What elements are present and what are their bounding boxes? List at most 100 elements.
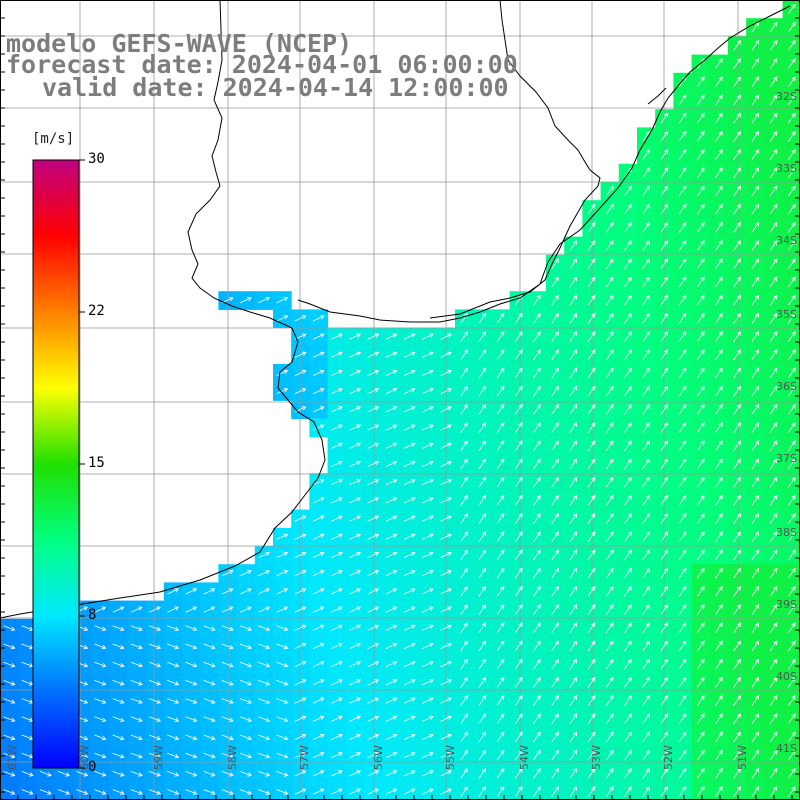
wind-arrow: [533, 749, 541, 761]
wind-arrow: [733, 749, 741, 761]
wind-arrow: [349, 570, 362, 577]
wind-arrow: [367, 642, 380, 649]
wind-arrow: [514, 585, 523, 597]
wind-arrow: [678, 185, 687, 197]
wind-arrow: [403, 406, 416, 413]
wind-arrow: [551, 276, 559, 288]
wind-arrow: [733, 294, 741, 306]
wind-arrow: [715, 240, 723, 251]
lon-label: 52W: [662, 745, 675, 770]
wind-arrow: [769, 130, 778, 142]
wind-arrow: [496, 786, 505, 797]
wind-arrow: [787, 167, 796, 179]
lon-label: 54W: [518, 745, 531, 770]
wind-arrow: [587, 676, 596, 688]
wind-arrow: [587, 276, 596, 288]
wind-arrow: [422, 733, 434, 740]
wind-arrow: [551, 549, 559, 561]
wind-arrow: [460, 695, 468, 706]
wind-arrow: [185, 661, 198, 668]
wind-arrow: [715, 185, 723, 197]
wind-arrow: [331, 715, 343, 722]
wind-arrow: [460, 422, 468, 433]
wind-arrow: [349, 661, 362, 668]
wind-arrow: [312, 770, 325, 777]
wind-arrow: [587, 458, 596, 470]
wind-arrow: [660, 786, 669, 797]
wind-arrow: [514, 403, 523, 415]
wind-arrow: [185, 698, 198, 704]
wind-arrow: [403, 770, 416, 777]
wind-arrow: [715, 658, 723, 670]
wind-arrow: [715, 458, 723, 470]
wind-arrow: [696, 258, 705, 270]
wind-arrow: [276, 625, 289, 631]
wind-arrow: [642, 331, 650, 342]
wind-arrow: [478, 312, 487, 324]
wind-arrow: [167, 680, 180, 686]
wind-arrow: [76, 771, 89, 777]
wind-arrow: [696, 549, 705, 561]
wind-arrow: [660, 385, 669, 397]
wind-arrow: [312, 551, 325, 558]
wind-arrow: [294, 315, 307, 322]
wind-arrow: [678, 786, 687, 797]
wind-arrow: [696, 622, 705, 634]
wind-arrow: [514, 731, 523, 743]
wind-arrow: [751, 367, 760, 379]
wind-arrow: [678, 585, 687, 597]
wind-arrow: [440, 661, 453, 668]
wind-arrow: [221, 698, 234, 704]
wind-arrow: [478, 331, 487, 342]
wind-arrow: [678, 294, 687, 306]
wind-arrow: [787, 221, 796, 233]
wind-arrow: [696, 294, 705, 306]
wind-speed-cell: [782, 782, 800, 800]
wind-arrow: [478, 385, 487, 397]
wind-arrow: [787, 39, 796, 51]
wind-arrow: [642, 549, 650, 561]
wind-arrow: [751, 640, 760, 652]
wind-arrow: [533, 567, 541, 579]
wind-arrow: [696, 422, 705, 433]
wind-arrow: [733, 458, 741, 470]
wind-arrow: [496, 658, 505, 670]
wind-arrow: [696, 221, 705, 233]
wind-arrow: [258, 551, 271, 558]
wind-arrow: [715, 622, 723, 634]
wind-arrow: [715, 294, 723, 306]
wind-arrow: [533, 622, 541, 634]
wind-arrow: [751, 203, 760, 215]
wind-arrow: [239, 625, 253, 631]
wind-arrow: [331, 570, 343, 577]
wind-arrow: [787, 494, 796, 506]
wind-arrow: [130, 716, 143, 722]
wind-arrow: [422, 788, 434, 795]
wind-arrow: [478, 422, 487, 433]
wind-arrow: [642, 640, 650, 652]
wind-arrow: [112, 606, 125, 613]
wind-arrow: [331, 770, 343, 777]
wind-arrow: [605, 494, 614, 506]
wind-arrow: [440, 570, 453, 577]
wind-arrow: [751, 585, 760, 597]
wind-arrow: [367, 551, 380, 558]
wind-arrow: [624, 767, 632, 779]
wind-arrow: [660, 749, 669, 761]
title-forecast-date: forecast date: 2024-04-01 06:00:00: [6, 50, 518, 79]
wind-arrow: [496, 531, 505, 543]
wind-arrow: [751, 258, 760, 270]
title-model: modelo GEFS-WAVE (NCEP): [6, 29, 353, 58]
wind-arrow: [94, 734, 107, 741]
wind-arrow: [642, 695, 650, 706]
wind-arrow: [751, 440, 760, 452]
wind-arrow: [130, 643, 143, 650]
wind-speed-cell: [254, 782, 274, 800]
wind-arrow: [787, 312, 796, 324]
wind-arrow: [696, 494, 705, 506]
wind-arrow: [733, 349, 741, 361]
wind-arrow: [678, 458, 687, 470]
wind-arrow: [624, 312, 632, 324]
wind-arrow: [148, 661, 162, 668]
